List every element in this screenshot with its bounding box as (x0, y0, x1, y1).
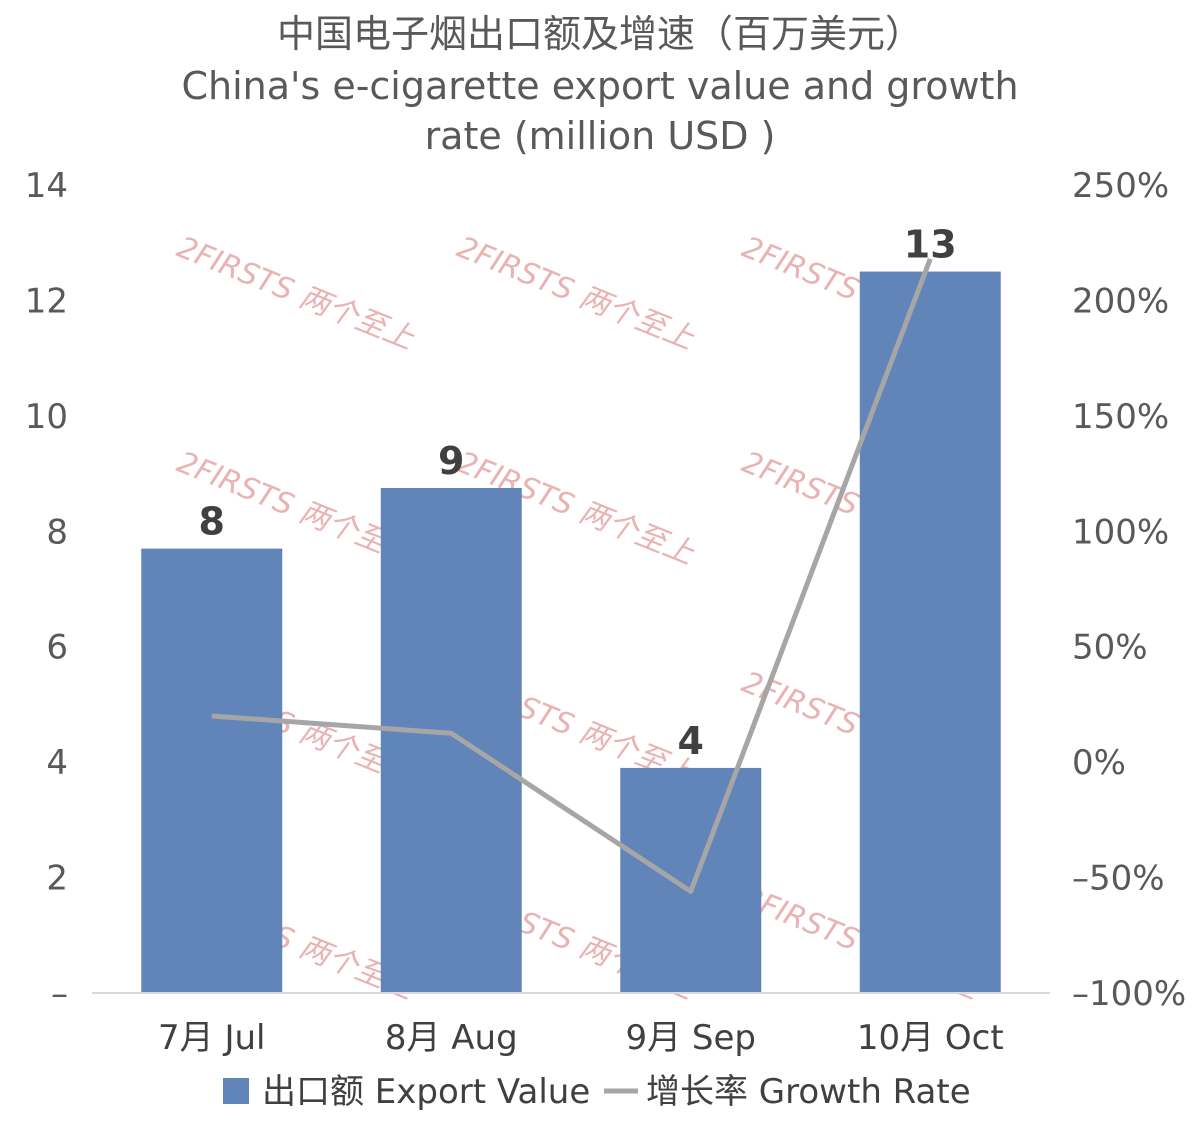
x-tick-label: 10月 Oct (857, 1018, 1004, 1058)
chart-title: 中国电子烟出口额及增速（百万美元） (276, 12, 923, 56)
legend: 出口额 Export Value 增长率 Growth Rate (223, 1072, 971, 1112)
x-tick-label: 9月 Sep (625, 1018, 756, 1058)
bar-4 (859, 271, 1001, 994)
left-axis: – 2 4 6 8 10 12 14 (25, 166, 68, 1014)
growth-rate-line (211, 257, 933, 894)
x-tick-label: 7月 Jul (158, 1018, 265, 1058)
right-axis: –100% –50% 0% 50% 100% 150% 200% 250% (1072, 166, 1186, 1014)
data-labels: 8 9 4 13 (199, 223, 957, 763)
right-tick-label: –50% (1072, 859, 1165, 899)
bar-series (141, 271, 1001, 994)
data-label-3: 4 (678, 719, 704, 763)
watermark-text: 2FIRSTS 两个至上 (452, 230, 700, 357)
data-label-1: 8 (199, 500, 225, 544)
right-tick-label: –100% (1072, 974, 1186, 1014)
left-tick-label: – (51, 974, 68, 1014)
left-tick-label: 10 (25, 397, 68, 437)
right-tick-label: 150% (1072, 397, 1169, 437)
watermark-text: 2FIRSTS 两个至上 (172, 230, 420, 357)
bar-3 (620, 767, 762, 993)
data-label-2: 9 (438, 439, 464, 483)
x-tick-label: 8月 Aug (385, 1018, 518, 1058)
legend-label-export-value: 出口额 Export Value (262, 1072, 590, 1112)
data-label-4: 13 (904, 223, 957, 267)
chart-subtitle-line-1: China's e-cigarette export value and gro… (181, 64, 1019, 108)
left-tick-label: 6 (46, 628, 68, 668)
right-tick-label: 200% (1072, 281, 1169, 321)
left-tick-label: 2 (46, 859, 68, 899)
right-tick-label: 0% (1072, 743, 1126, 783)
chart-subtitle-line-2: rate (million USD ) (424, 114, 776, 158)
legend-swatch-export-value (223, 1078, 249, 1104)
left-tick-label: 12 (25, 281, 68, 321)
x-axis: 7月 Jul 8月 Aug 9月 Sep 10月 Oct (158, 1018, 1004, 1058)
legend-label-growth-rate: 增长率 Growth Rate (646, 1072, 971, 1112)
left-tick-label: 4 (46, 743, 68, 783)
line-series (211, 257, 933, 894)
left-tick-label: 8 (46, 512, 68, 552)
left-tick-label: 14 (25, 166, 68, 206)
right-tick-label: 50% (1072, 628, 1148, 668)
right-tick-label: 250% (1072, 166, 1169, 206)
bar-2 (380, 488, 522, 993)
bar-1 (141, 548, 283, 993)
right-tick-label: 100% (1072, 512, 1169, 552)
